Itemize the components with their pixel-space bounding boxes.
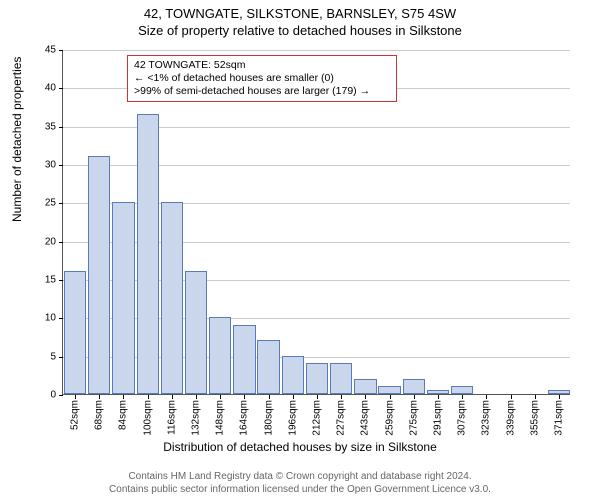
xtick-label: 275sqm [408,400,419,436]
xtick-label: 355sqm [529,400,540,436]
xtick-label: 291sqm [432,400,443,436]
xtick-mark [244,395,245,399]
ytick-label: 30 [45,160,56,171]
xtick-mark [317,395,318,399]
xtick-label: 243sqm [360,400,371,436]
chart-header: 42, TOWNGATE, SILKSTONE, BARNSLEY, S75 4… [0,0,600,40]
histogram-bar [354,379,376,394]
xtick-mark [486,395,487,399]
annotation-line-1: 42 TOWNGATE: 52sqm [134,59,390,72]
histogram-bar [64,271,86,394]
xtick-label: 132sqm [191,400,202,436]
ytick-label: 40 [45,83,56,94]
xtick-label: 307sqm [457,400,468,436]
xtick-mark [414,395,415,399]
xtick-label: 227sqm [336,400,347,436]
histogram-bar [257,340,279,394]
xtick-mark [196,395,197,399]
histogram-bar [88,156,110,394]
xtick-mark [365,395,366,399]
xtick-label: 371sqm [553,400,564,436]
annotation-box: 42 TOWNGATE: 52sqm ← <1% of detached hou… [127,55,397,102]
chart-area: 05101520253035404552sqm68sqm84sqm100sqm1… [62,50,570,395]
histogram-bar [403,379,425,394]
ytick-mark [59,127,63,128]
histogram-bar [161,202,183,394]
xtick-mark [559,395,560,399]
attribution-line-1: Contains HM Land Registry data © Crown c… [0,471,600,484]
xtick-mark [511,395,512,399]
chart-subtitle: Size of property relative to detached ho… [0,23,600,40]
annotation-line-2: ← <1% of detached houses are smaller (0) [134,72,390,85]
attribution-line-2: Contains public sector information licen… [0,484,600,497]
ytick-label: 20 [45,236,56,247]
ytick-mark [59,395,63,396]
xtick-mark [75,395,76,399]
xtick-mark [390,395,391,399]
xtick-label: 52sqm [70,400,81,430]
xtick-label: 100sqm [142,400,153,436]
xtick-label: 116sqm [166,400,177,435]
gridline [63,50,570,51]
xtick-mark [462,395,463,399]
address-line: 42, TOWNGATE, SILKSTONE, BARNSLEY, S75 4… [0,6,600,23]
ytick-mark [59,357,63,358]
attribution-block: Contains HM Land Registry data © Crown c… [0,471,600,496]
xtick-label: 339sqm [505,400,516,436]
histogram-bar [233,325,255,394]
ytick-label: 10 [45,313,56,324]
ytick-label: 25 [45,198,56,209]
xtick-mark [123,395,124,399]
ytick-mark [59,50,63,51]
histogram-bar [209,317,231,394]
histogram-bar [137,114,159,394]
ytick-label: 45 [45,45,56,56]
xtick-mark [293,395,294,399]
histogram-bar [185,271,207,394]
xtick-mark [148,395,149,399]
xtick-label: 148sqm [215,400,226,436]
histogram-bar [282,356,304,394]
xtick-label: 212sqm [312,400,323,436]
ytick-mark [59,242,63,243]
histogram-bar [548,390,570,394]
xtick-mark [220,395,221,399]
xtick-label: 68sqm [94,400,105,430]
histogram-bar [427,390,449,394]
ytick-mark [59,88,63,89]
xtick-mark [535,395,536,399]
ytick-mark [59,318,63,319]
ytick-mark [59,280,63,281]
x-axis-label: Distribution of detached houses by size … [0,440,600,454]
histogram-bar [330,363,352,394]
xtick-label: 196sqm [287,400,298,436]
xtick-mark [341,395,342,399]
xtick-label: 84sqm [118,400,129,430]
ytick-label: 15 [45,275,56,286]
histogram-bar [451,386,473,394]
ytick-mark [59,203,63,204]
xtick-label: 180sqm [263,400,274,436]
annotation-line-3: >99% of semi-detached houses are larger … [134,85,390,98]
ytick-label: 5 [50,351,56,362]
xtick-label: 164sqm [239,400,250,436]
y-axis-label: Number of detached properties [10,57,24,222]
xtick-mark [438,395,439,399]
ytick-label: 35 [45,121,56,132]
xtick-label: 323sqm [481,400,492,436]
histogram-bar [306,363,328,394]
ytick-mark [59,165,63,166]
xtick-mark [172,395,173,399]
histogram-bar [378,386,400,394]
xtick-label: 259sqm [384,400,395,436]
xtick-mark [269,395,270,399]
histogram-bar [112,202,134,394]
xtick-mark [99,395,100,399]
ytick-label: 0 [50,390,56,401]
